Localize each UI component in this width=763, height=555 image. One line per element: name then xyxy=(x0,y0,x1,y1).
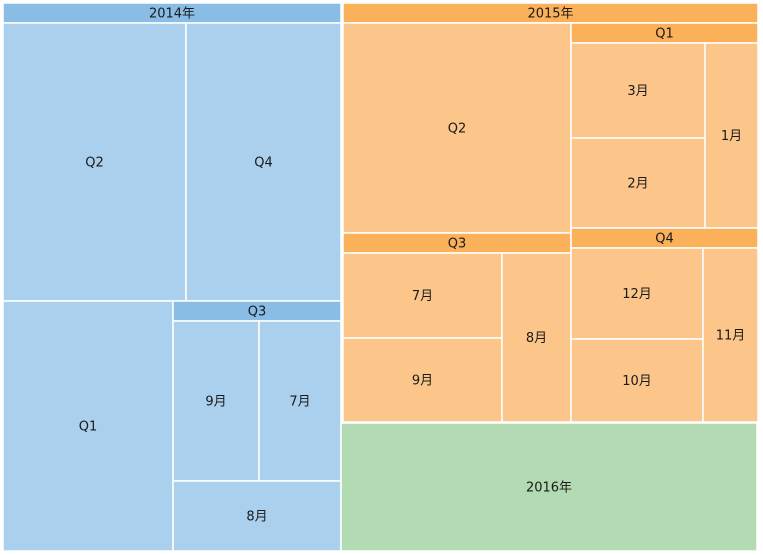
treemap-2015年-q2-label: Q2 xyxy=(448,122,467,137)
treemap-2015年-q4-header-label: Q4 xyxy=(655,232,674,247)
treemap-2014年-q1-label: Q1 xyxy=(79,420,98,435)
treemap-2015年-q4-11月-label: 11月 xyxy=(716,329,746,344)
treemap-2015年-q2-cell[interactable] xyxy=(342,22,572,234)
treemap-2015年-q3-7月-label: 7月 xyxy=(412,289,433,304)
treemap-2014年-q4-label: Q4 xyxy=(254,156,273,171)
treemap-2014年-q3-8月-label: 8月 xyxy=(246,510,267,525)
treemap-2015年-q4-11月-cell[interactable] xyxy=(702,247,759,423)
treemap-2015年-q3-8月-cell[interactable] xyxy=(501,252,572,423)
treemap-2015年-q1-header-label: Q1 xyxy=(655,27,674,42)
treemap-2015年-q3-9月-label: 9月 xyxy=(412,374,433,389)
treemap-2014年-q3-8月-cell[interactable] xyxy=(172,480,342,552)
treemap-2015年-q4-10月-label: 10月 xyxy=(622,374,652,389)
treemap-2015年-q1-2月-label: 2月 xyxy=(627,177,648,192)
treemap-2014年-q4-cell[interactable] xyxy=(185,22,342,302)
treemap-2015年-q1-3月-label: 3月 xyxy=(627,84,648,99)
treemap-2016年-cell[interactable] xyxy=(340,422,758,552)
treemap-2014年-q3-header-label: Q3 xyxy=(248,305,267,320)
treemap-2014年-q3-7月-cell[interactable] xyxy=(258,320,342,482)
treemap-2014年-q3-9月-label: 9月 xyxy=(205,395,226,410)
treemap-2015年-q1-2月-cell[interactable] xyxy=(570,137,706,229)
treemap-2015年-q4-12月-label: 12月 xyxy=(622,287,652,302)
treemap-2015年-q3-7月-cell[interactable] xyxy=(342,252,503,339)
treemap-2014年-header-label: 2014年 xyxy=(149,7,195,22)
treemap-2015年-header-label: 2015年 xyxy=(527,7,573,22)
treemap-2015年-q4-10月-cell[interactable] xyxy=(570,338,704,423)
treemap-2014年-q1-cell[interactable] xyxy=(2,300,174,552)
treemap-2014年-q2-cell[interactable] xyxy=(2,22,187,302)
treemap-2015年-q4-12月-cell[interactable] xyxy=(570,247,704,340)
treemap-2015年-q1-1月-label: 1月 xyxy=(721,129,742,144)
treemap-2014年-q2-label: Q2 xyxy=(85,156,104,171)
treemap-2015年-q1-1月-cell[interactable] xyxy=(704,42,759,229)
treemap-2015年-q3-9月-cell[interactable] xyxy=(342,337,503,423)
treemap-2015年-q3-8月-label: 8月 xyxy=(526,331,547,346)
treemap-2015年-q3-header-label: Q3 xyxy=(448,237,467,252)
treemap-2016年-label: 2016年 xyxy=(526,481,572,496)
treemap-2014年-q3-7月-label: 7月 xyxy=(289,395,310,410)
treemap-2014年-q3-9月-cell[interactable] xyxy=(172,320,260,482)
